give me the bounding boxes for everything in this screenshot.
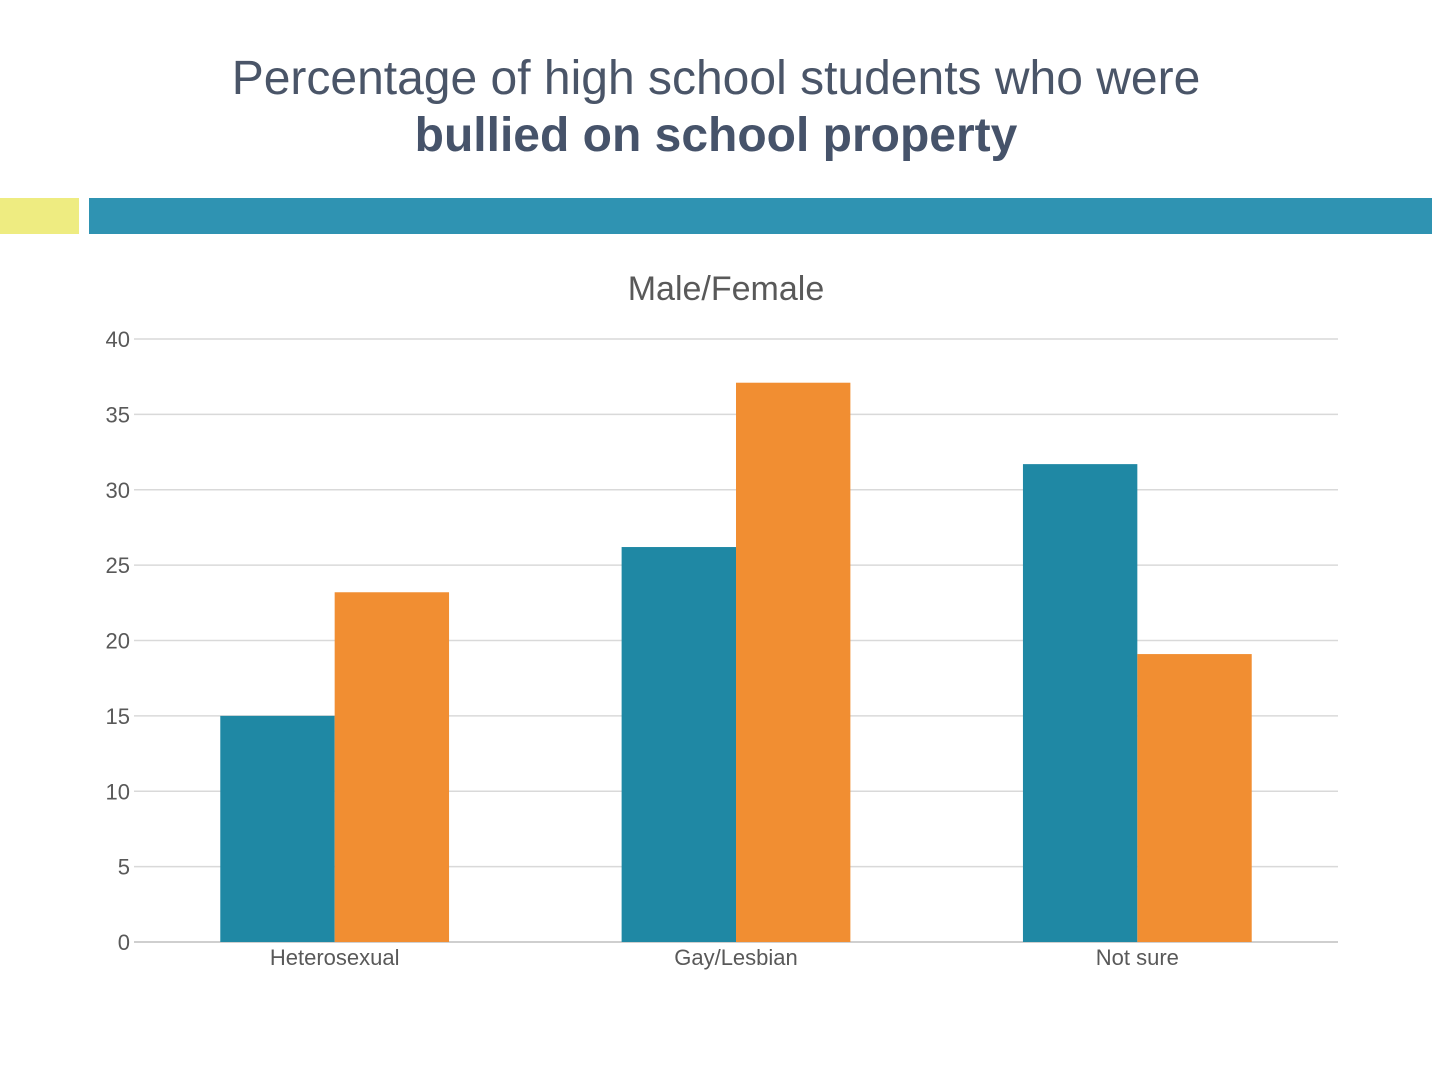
y-tick-label: 35: [106, 402, 130, 427]
accent-yellow-block: [0, 198, 79, 234]
accent-teal-bar: [89, 198, 1432, 234]
bar: [334, 592, 450, 942]
y-tick-label: 0: [118, 930, 130, 955]
y-tick-label: 20: [106, 629, 130, 654]
bar: [1022, 464, 1138, 942]
y-axis-ticks: 0 5 10 15 20 25 30 35 40: [106, 327, 130, 955]
x-axis-ticks: Heterosexual Gay/Lesbian Not sure: [270, 945, 1179, 970]
y-tick-label: 5: [118, 855, 130, 880]
slide-title-line2: bullied on school property: [414, 109, 1018, 162]
bar: [736, 382, 851, 942]
y-tick-label: 25: [106, 553, 130, 578]
bar: [1137, 654, 1252, 942]
x-tick-label: Heterosexual: [270, 945, 400, 970]
y-tick-label: 15: [106, 704, 130, 729]
slide-title: Percentage of high school students who w…: [0, 50, 1432, 164]
x-tick-label: Not sure: [1096, 945, 1179, 970]
bar: [621, 547, 736, 942]
y-tick-label: 30: [106, 478, 130, 503]
x-tick-label: Gay/Lesbian: [674, 945, 798, 970]
y-tick-label: 10: [106, 779, 130, 804]
bars: [220, 382, 1252, 942]
y-tick-label: 40: [106, 327, 130, 352]
slide-title-line1: Percentage of high school students who w…: [231, 52, 1201, 105]
chart-title: Male/Female: [628, 270, 825, 308]
bar-chart: Male/Female 0 5 10 15 20 25 30 35 40 Heterosexua…: [106, 270, 1338, 970]
bar: [220, 715, 335, 942]
